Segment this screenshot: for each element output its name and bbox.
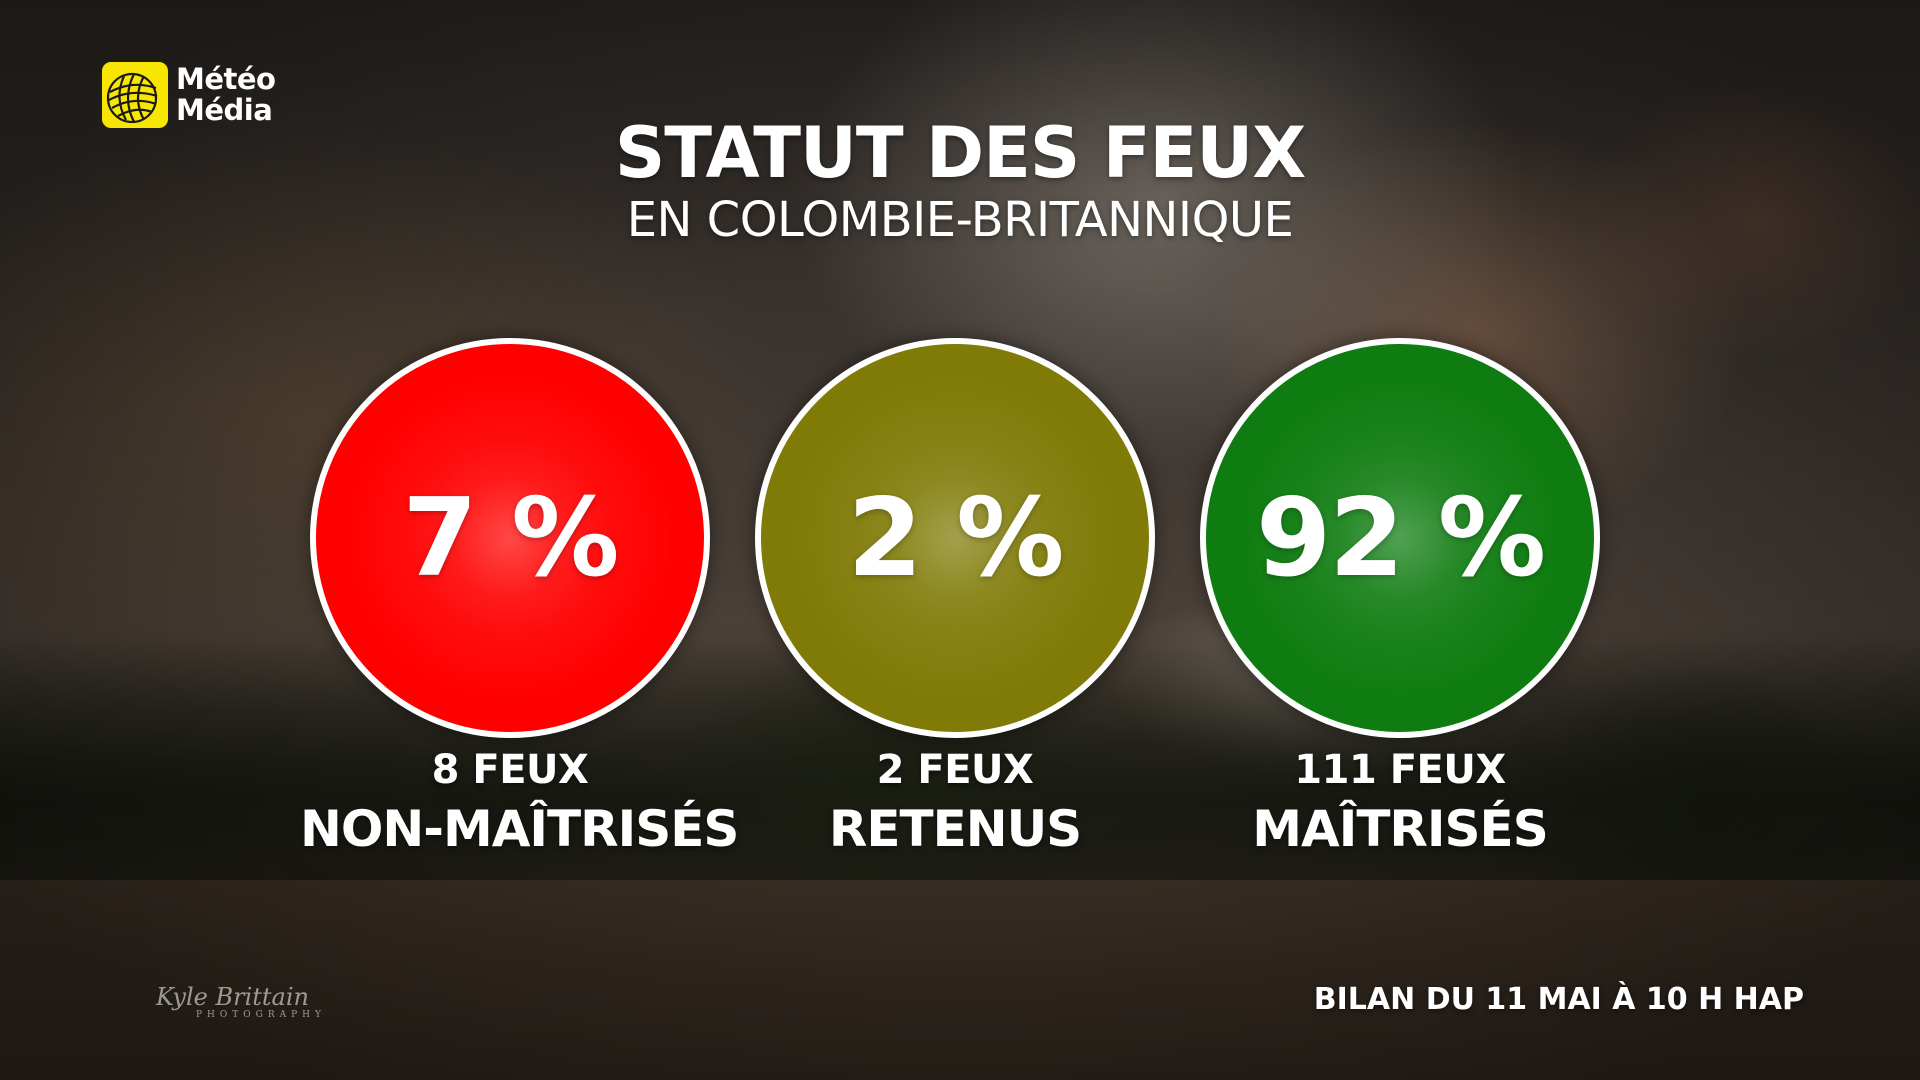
meteomedia-logo: Météo Média (102, 62, 282, 132)
status-label: RETENUS (828, 800, 1082, 858)
stat-retenus: 2 % 2 FEUX RETENUS (745, 338, 1165, 862)
photographer-name: Kyle Brittain (156, 983, 309, 1011)
percent-value: 2 % (847, 475, 1065, 601)
stat-non-maitrises: 7 % 8 FEUX NON-MAÎTRISÉS (300, 338, 739, 862)
percent-value: 92 % (1255, 475, 1546, 601)
percent-circle: 92 % (1200, 338, 1600, 738)
logo-wordmark: Météo Média (176, 62, 276, 127)
page-title: STATUT DES FEUX (614, 112, 1306, 194)
stat-maitrises: 92 % 111 FEUX MAÎTRISÉS (1190, 338, 1610, 862)
fire-count: 111 FEUX (1294, 747, 1506, 793)
logo-line-2: Média (176, 93, 273, 127)
percent-circle: 2 % (755, 338, 1155, 738)
logo-line-1: Météo (176, 62, 276, 96)
percent-value: 7 % (402, 475, 620, 601)
photographer-sub: PHOTOGRAPHY (196, 1010, 326, 1020)
status-label: NON-MAÎTRISÉS (300, 800, 739, 858)
globe-icon (102, 62, 168, 128)
percent-circle: 7 % (310, 338, 710, 738)
status-label: MAÎTRISÉS (1252, 800, 1548, 858)
update-timestamp: BILAN DU 11 MAI À 10 H HAP (1313, 982, 1804, 1017)
fire-count: 8 FEUX (431, 747, 589, 793)
photo-credit: Kyle Brittain PHOTOGRAPHY (156, 984, 326, 1020)
dirt-road (0, 880, 1920, 1080)
fire-count: 2 FEUX (876, 747, 1034, 793)
page-subtitle: EN COLOMBIE-BRITANNIQUE (626, 192, 1294, 248)
